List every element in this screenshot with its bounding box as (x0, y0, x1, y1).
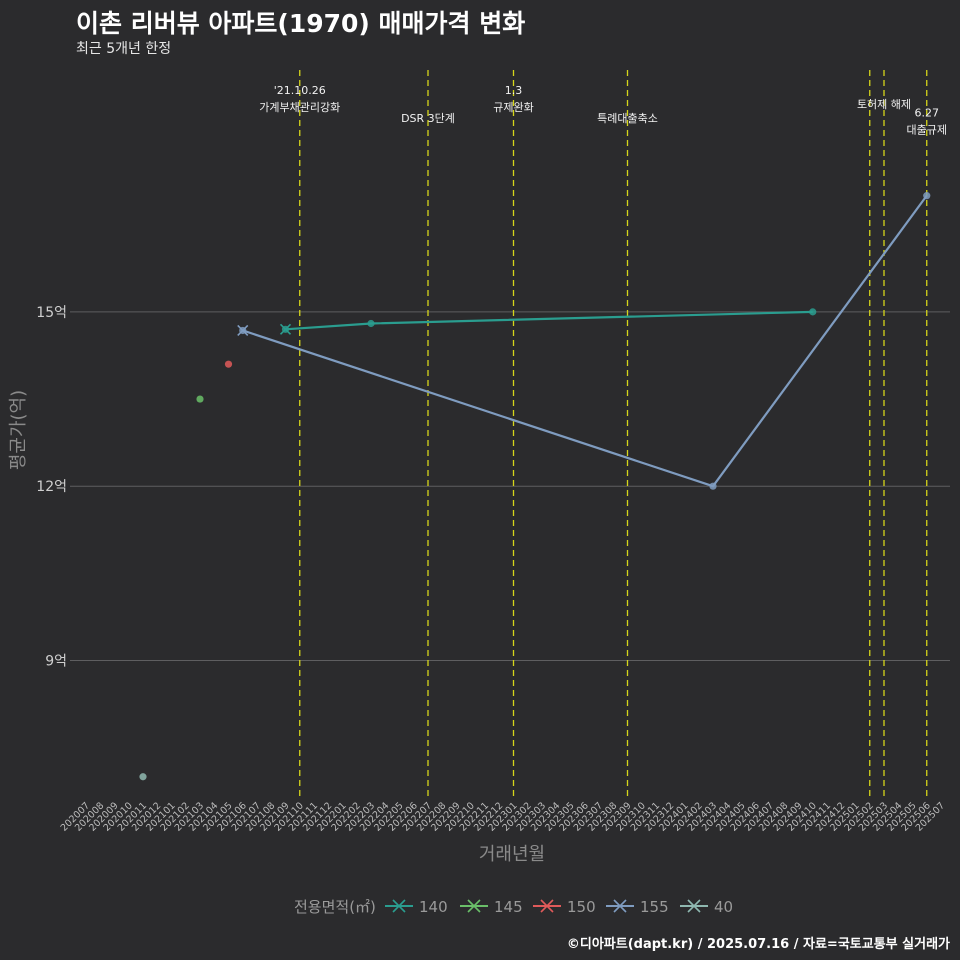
legend-title: 전용면적(㎡) (294, 898, 376, 916)
data-point-155-202506 (923, 192, 931, 200)
y-tick-label-2: 15억 (36, 305, 67, 321)
event-label-202110-0: '21.10.26 (274, 84, 326, 97)
data-marker-x-155 (237, 324, 249, 337)
legend-label-40: 40 (714, 898, 733, 916)
event-label-202207-0: DSR 3단계 (401, 112, 455, 125)
data-point-40-202011 (139, 773, 147, 781)
data-point-140-202410 (809, 308, 817, 316)
series-line-155 (242, 195, 928, 488)
event-label-202301-1: 규제완화 (493, 101, 533, 114)
legend-swatch-x-140 (392, 899, 406, 913)
chart-title: 이촌 리버뷰 아파트(1970) 매매가격 변화 (76, 9, 526, 38)
series-line-140 (285, 310, 813, 331)
legend-label-145: 145 (494, 898, 523, 916)
data-point-150-202105 (224, 360, 233, 368)
data-point-155-202403 (709, 482, 717, 490)
legend-swatch-x-150 (540, 899, 554, 913)
data-point-145-202103 (196, 395, 204, 403)
data-point-140-202203 (367, 319, 375, 328)
y-tick-label-1: 12억 (36, 479, 67, 495)
legend-swatch-x-155 (613, 899, 627, 913)
footer-credit: ©디아파트(dapt.kr) / 2025.07.16 / 자료=국토교통부 실… (566, 937, 950, 952)
legend-swatch-x-145 (467, 899, 481, 913)
y-axis-title: 평균가(억) (8, 390, 29, 470)
legend-label-140: 140 (419, 898, 448, 916)
chart-subtitle: 최근 5개년 한정 (76, 41, 172, 57)
event-label-202506-1: 대출규제 (907, 123, 947, 136)
legend-label-155: 155 (640, 898, 669, 916)
event-label-202110-1: 가계부채관리강화 (259, 101, 340, 114)
data-marker-x-140 (279, 323, 292, 335)
legend-label-150: 150 (567, 898, 596, 916)
event-label-202506-0: 6.27 (915, 106, 940, 119)
x-axis-title: 거래년월 (479, 844, 545, 865)
event-label-202503-0: 토허제 해제 (857, 97, 911, 111)
y-tick-label-0: 9억 (45, 654, 67, 670)
event-label-202301-0: 1.3 (505, 84, 523, 97)
legend-swatch-x-40 (687, 899, 701, 913)
event-label-202309-0: 특례대출축소 (597, 112, 658, 125)
